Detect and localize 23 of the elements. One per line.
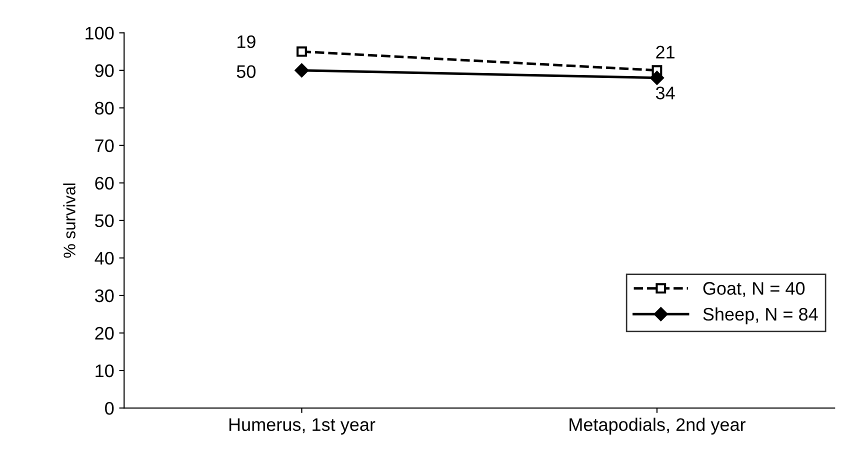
annotation: 21: [656, 46, 674, 58]
y-tick-label: 80: [95, 102, 114, 115]
y-tick-label: 100: [86, 26, 114, 40]
point: [650, 70, 664, 85]
y-tick-label: 60: [95, 176, 114, 190]
y-tick-label: 10: [96, 364, 114, 378]
y-tick-label: 90: [95, 64, 114, 78]
y-tick-label: 20: [95, 326, 114, 340]
y-tick-label: 0: [105, 402, 114, 415]
y-tick-label: 70: [95, 139, 114, 152]
annotation: 34: [656, 86, 675, 100]
y-tick-label: 40: [94, 252, 114, 265]
legend-label: Sheep, N = 84: [703, 307, 818, 324]
y-tick-label: 30: [95, 289, 114, 302]
x-tick-label: Humerus, 1st year: [229, 418, 376, 435]
legend-label: Goat, N = 40: [703, 282, 805, 297]
point: [296, 46, 307, 57]
annotation: 50: [236, 65, 256, 78]
y-axis-title: % survival: [63, 184, 76, 258]
annotation: 19: [238, 35, 256, 48]
x-tick-label: Metapodials, 2nd year: [570, 418, 746, 435]
y-tick-label: 50: [95, 214, 114, 228]
point: [294, 63, 309, 78]
